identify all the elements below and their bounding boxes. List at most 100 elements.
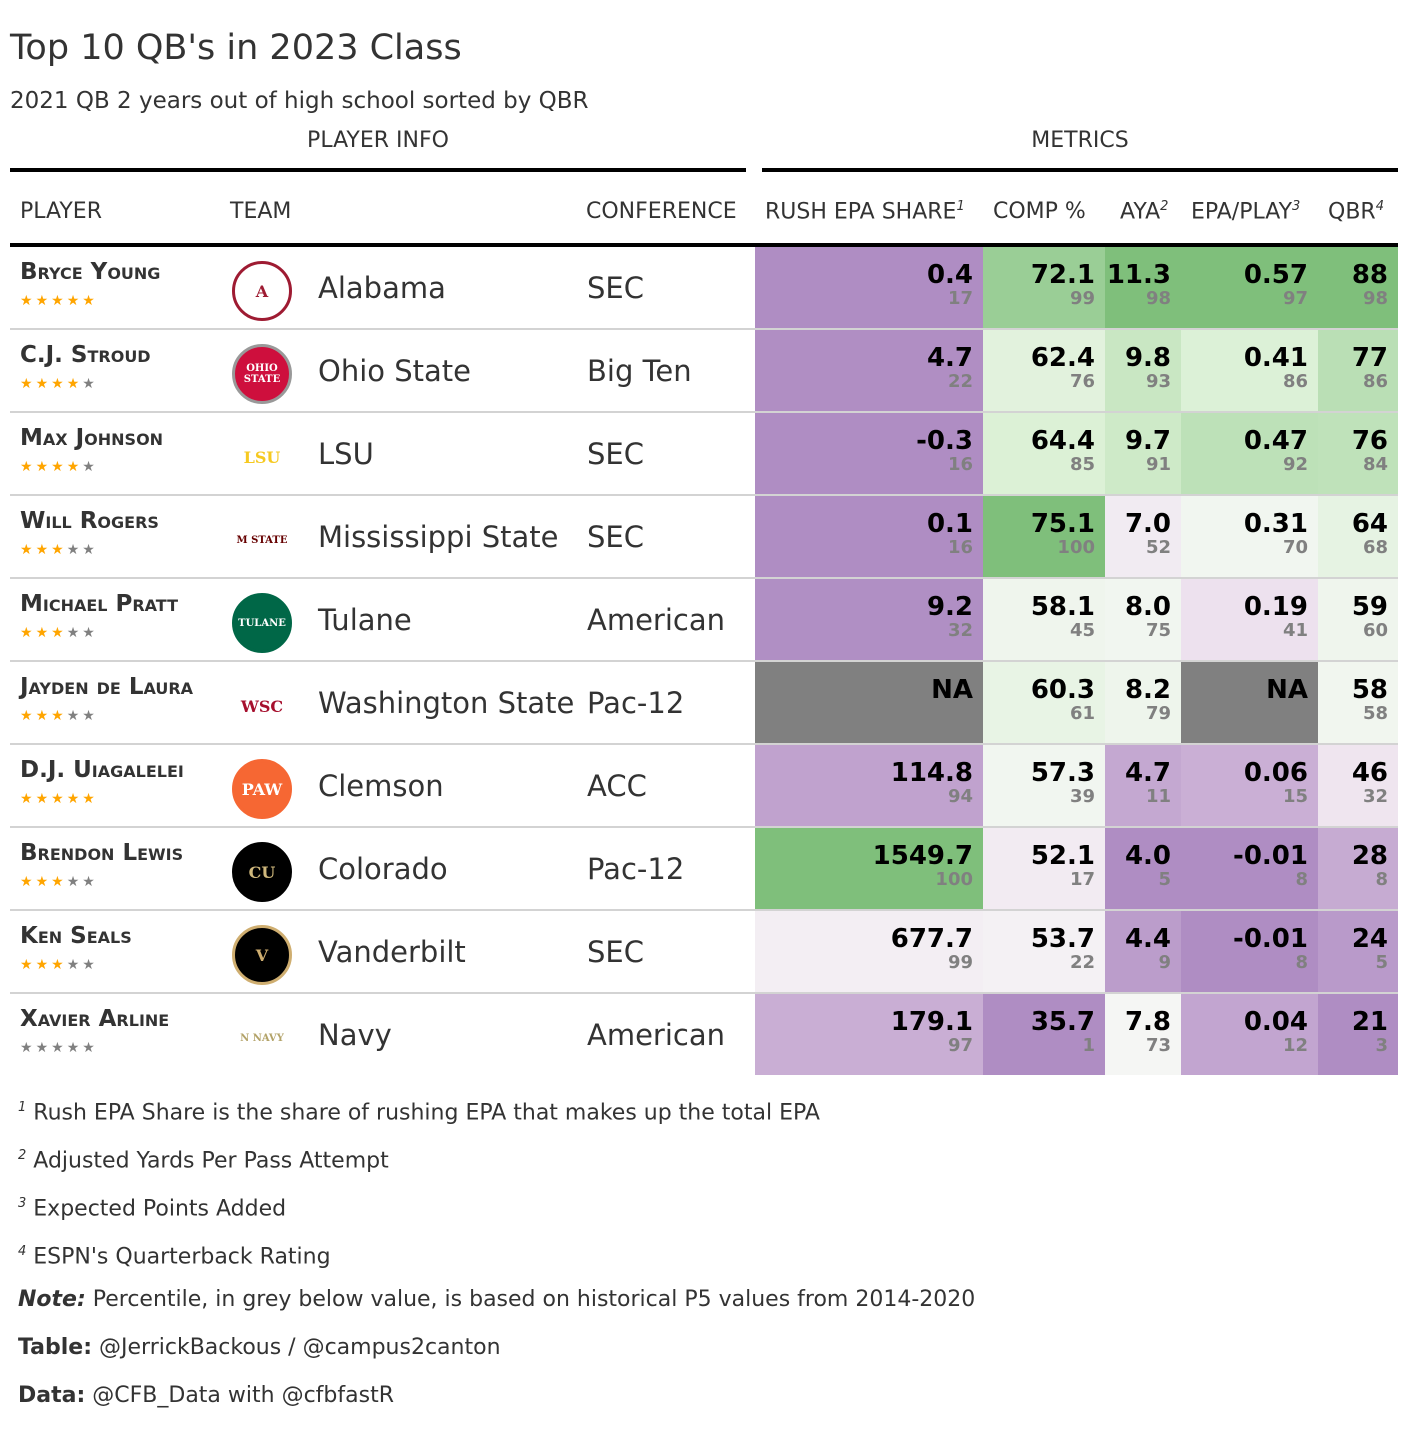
- metric-value: 57.3: [1030, 758, 1095, 788]
- star-icon: ★: [82, 708, 98, 724]
- footnote-text: Adjusted Yards Per Pass Attempt: [33, 1148, 389, 1174]
- footnote-mark: 1: [956, 199, 965, 214]
- metric-percentile: 60: [1362, 620, 1388, 641]
- star-icon: ★: [82, 293, 98, 309]
- metric-percentile: 85: [1069, 454, 1095, 475]
- spanner-player-info: PLAYER INFO: [10, 128, 746, 172]
- team-logo-icon: N NAVY: [232, 1008, 292, 1068]
- star-icon: ★: [51, 1040, 67, 1056]
- team-logo-icon: TULANE: [232, 593, 292, 653]
- metric-value: NA: [1266, 675, 1308, 705]
- player-name: Xavier Arline: [20, 1006, 170, 1032]
- metric-cell-epa: 0.57 97: [1181, 247, 1318, 328]
- star-rating: ★★★★★: [20, 625, 98, 641]
- metric-value: 59: [1351, 592, 1388, 622]
- metric-cell-aya: 11.3 98: [1105, 247, 1181, 328]
- header-epa-play: EPA/PLAY3: [1191, 199, 1300, 224]
- source-note: Data: @CFB_Data with @cfbfastR: [18, 1381, 1398, 1429]
- table-subtitle: 2021 QB 2 years out of high school sorte…: [10, 88, 589, 114]
- metric-percentile: 100: [935, 869, 973, 890]
- metric-cell-comp: 64.4 85: [983, 413, 1105, 494]
- metric-percentile: 5: [1158, 869, 1171, 890]
- metric-percentile: 12: [1282, 1035, 1308, 1056]
- metric-value: 62.4: [1030, 343, 1095, 373]
- team-name: Alabama: [318, 271, 446, 305]
- metric-percentile: 91: [1145, 454, 1171, 475]
- table-row: Xavier Arline ★★★★★ N NAVY Navy American 179.…: [10, 994, 1398, 1075]
- star-rating: ★★★★★: [20, 708, 98, 724]
- star-rating: ★★★★★: [20, 293, 98, 309]
- footnote-mark: 2: [1160, 199, 1169, 214]
- player-name: Jayden de Laura: [20, 674, 194, 700]
- source-note-label: Note:: [18, 1287, 86, 1312]
- star-icon: ★: [35, 1040, 52, 1056]
- metric-cell-epa: 0.31 70: [1181, 496, 1318, 577]
- team-name: Colorado: [318, 852, 448, 886]
- star-icon: ★: [35, 625, 52, 641]
- metric-cell-aya: 8.0 75: [1105, 579, 1181, 660]
- header-label: QBR: [1328, 199, 1376, 225]
- metric-percentile: 8: [1295, 952, 1308, 973]
- metric-percentile: 73: [1145, 1035, 1171, 1056]
- star-icon: ★: [66, 293, 83, 309]
- footnote-mark: 1: [18, 1100, 27, 1115]
- team-logo-icon: LSU: [232, 427, 292, 487]
- star-rating: ★★★★★: [20, 791, 98, 807]
- metric-value: 677.7: [890, 924, 973, 954]
- metric-cell-epa: 0.47 92: [1181, 413, 1318, 494]
- metric-value: 4.4: [1124, 924, 1171, 954]
- team-logo-icon: WSC: [232, 676, 292, 736]
- team-logo-icon: PAW: [232, 759, 292, 819]
- metric-value: 88: [1351, 260, 1388, 290]
- metric-value: 0.19: [1243, 592, 1308, 622]
- metric-value: 64: [1351, 509, 1388, 539]
- metric-percentile: 68: [1362, 537, 1388, 558]
- header-qbr: QBR4: [1328, 199, 1384, 224]
- metric-value: 72.1: [1030, 260, 1095, 290]
- metric-cell-epa: 0.06 15: [1181, 745, 1318, 826]
- player-name: C.J. Stroud: [20, 342, 151, 368]
- metric-cell-rush: 179.1 97: [755, 994, 983, 1075]
- metric-cell-comp: 58.1 45: [983, 579, 1105, 660]
- team-name: Tulane: [318, 603, 412, 637]
- team-logo-icon: M STATE: [232, 510, 292, 570]
- conference: SEC: [587, 935, 644, 969]
- star-rating: ★★★★★: [20, 376, 98, 392]
- metric-percentile: 97: [947, 1035, 973, 1056]
- table-row: Michael Pratt ★★★★★ TULANE Tulane American 9.…: [10, 579, 1398, 662]
- metric-cell-epa: -0.01 8: [1181, 828, 1318, 909]
- metric-cell-aya: 9.8 93: [1105, 330, 1181, 411]
- metric-cell-epa: -0.01 8: [1181, 911, 1318, 992]
- metric-cell-rush: 677.7 99: [755, 911, 983, 992]
- star-icon: ★: [82, 625, 98, 641]
- star-icon: ★: [35, 459, 52, 475]
- metric-cell-rush: 4.7 22: [755, 330, 983, 411]
- metric-value: 28: [1351, 841, 1388, 871]
- star-icon: ★: [82, 376, 98, 392]
- table-footnotes: 1 Rush EPA Share is the share of rushing…: [10, 1093, 1398, 1429]
- metric-cell-rush: 0.1 16: [755, 496, 983, 577]
- conference: SEC: [587, 520, 644, 554]
- metric-value: 4.0: [1124, 841, 1171, 871]
- team-name: LSU: [318, 437, 374, 471]
- source-note-text: @CFB_Data with @cfbfastR: [85, 1383, 394, 1408]
- star-icon: ★: [20, 874, 36, 890]
- table-row: Bryce Young ★★★★★ A Alabama SEC 0.4 17 72.1 99 11…: [10, 247, 1398, 330]
- metric-value: -0.01: [1233, 841, 1308, 871]
- header-label: EPA/PLAY: [1191, 199, 1293, 225]
- metric-percentile: 22: [1069, 952, 1095, 973]
- footnote-text: ESPN's Quarterback Rating: [33, 1244, 331, 1270]
- metric-cell-rush: 1549.7 100: [755, 828, 983, 909]
- column-headers: PLAYER TEAM CONFERENCE RUSH EPA SHARE1 C…: [10, 183, 1398, 247]
- star-icon: ★: [35, 708, 52, 724]
- metric-value: 179.1: [890, 1007, 973, 1037]
- metric-percentile: 32: [947, 620, 973, 641]
- metric-value: 24: [1351, 924, 1388, 954]
- metric-value: -0.3: [916, 426, 973, 456]
- team-name: Ohio State: [318, 354, 471, 388]
- metric-cell-aya: 8.2 79: [1105, 662, 1181, 743]
- metric-cell-epa: NA: [1181, 662, 1318, 743]
- player-name: Bryce Young: [20, 259, 161, 285]
- metric-percentile: 39: [1069, 786, 1095, 807]
- star-icon: ★: [66, 708, 83, 724]
